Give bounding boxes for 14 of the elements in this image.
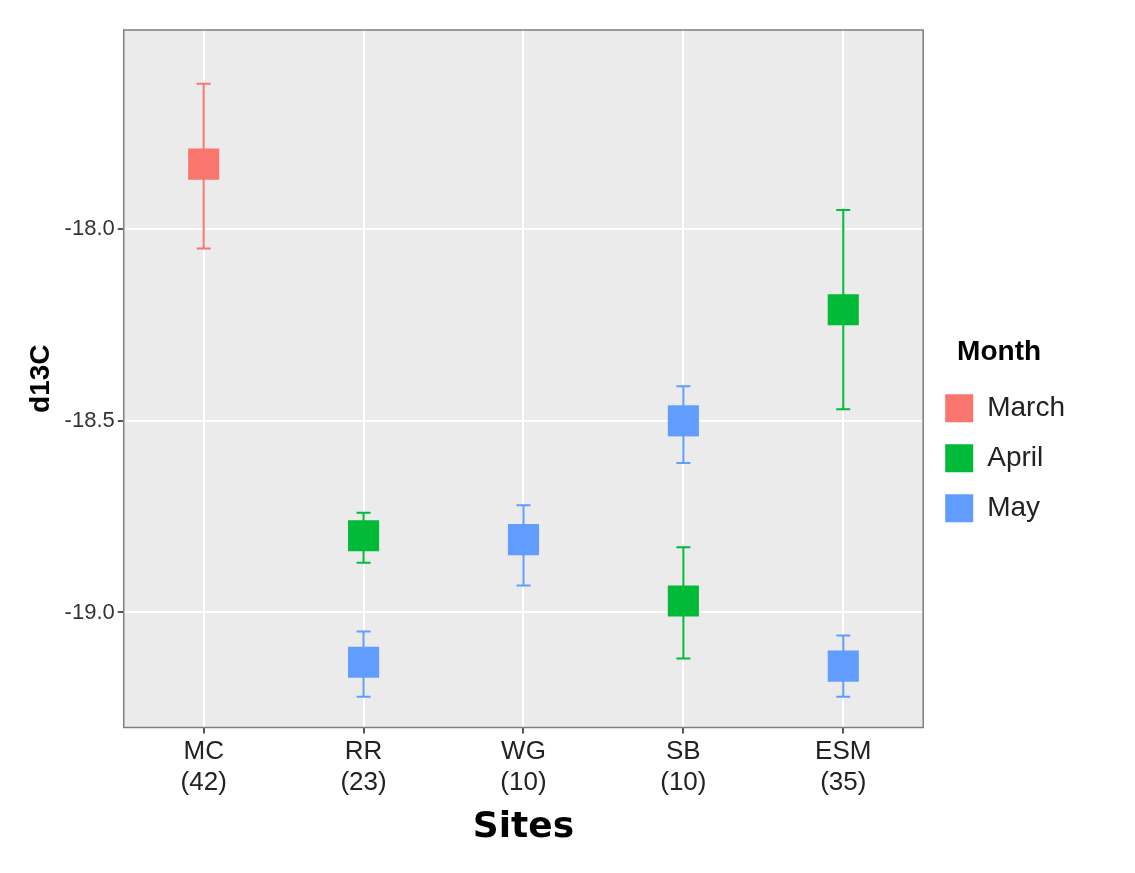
y-tick-label: -18.0 bbox=[64, 215, 115, 241]
y-axis-title: d13C bbox=[23, 344, 55, 413]
y-tick-label: -18.5 bbox=[64, 406, 115, 432]
x-tick-label: SB (10) bbox=[660, 735, 707, 797]
legend-label: May bbox=[987, 491, 1041, 523]
x-tick-label: WG (10) bbox=[500, 735, 547, 797]
x-tick-label: RR (23) bbox=[340, 735, 387, 797]
x-tick-label: ESM (35) bbox=[815, 735, 872, 797]
x-tick-label: MC (42) bbox=[180, 735, 227, 797]
x-axis-title: Sites bbox=[472, 803, 575, 845]
legend-label: March bbox=[987, 391, 1065, 423]
legend-label: April bbox=[987, 441, 1044, 473]
y-tick-label: -19.0 bbox=[64, 598, 115, 624]
legend-title: Month bbox=[957, 335, 1042, 367]
